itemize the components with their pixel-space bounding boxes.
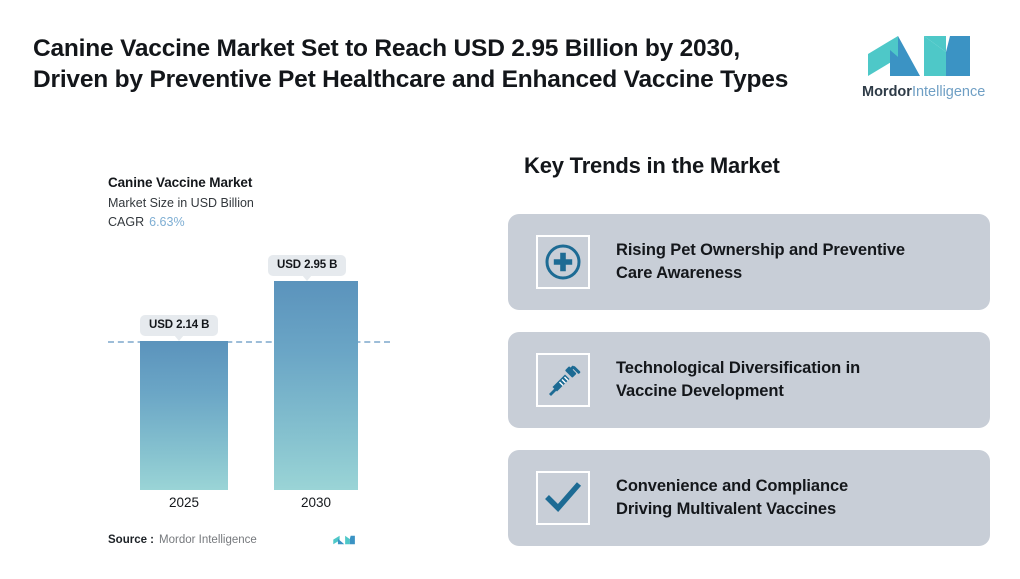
bar-2030 [274,281,358,490]
trend-card-3[interactable]: Convenience and Compliance Driving Multi… [508,450,990,546]
trend-card-1[interactable]: Rising Pet Ownership and Preventive Care… [508,214,990,310]
checkmark-icon [545,482,582,513]
chart-gridline [108,341,390,343]
trend-icon-box-3 [536,471,590,525]
trend-text-3-line-1: Convenience and Compliance [616,477,849,495]
trend-list: Rising Pet Ownership and Preventive Care… [508,214,990,546]
source-value: Mordor Intelligence [159,534,257,546]
page-title: Canine Vaccine Market Set to Reach USD 2… [33,33,833,95]
bar-value-label-2030: USD 2.95 B [268,255,347,281]
page-title-line-2: Driven by Preventive Pet Healthcare and … [33,66,789,93]
x-axis-tick-2025: 2025 [168,495,200,510]
trend-text-3: Convenience and Compliance Driving Multi… [616,475,848,521]
trend-icon-box-1 [536,235,590,289]
trend-text-1-line-2: Care Awareness [616,264,743,282]
trend-text-2-line-1: Technological Diversification in [616,359,861,377]
chart-cagr: CAGR 6.63% [108,215,408,229]
source-row: Source : Mordor Intelligence [108,532,368,550]
trend-text-2-line-2: Vaccine Development [616,382,784,400]
mordor-intelligence-logo-icon [333,535,355,545]
source-label: Source : [108,534,155,546]
page-title-line-1: Canine Vaccine Market Set to Reach USD 2… [33,35,740,62]
medical-cross-circle-icon [545,244,581,280]
brand-word-light: Intelligence [911,84,986,100]
trends-heading: Key Trends in the Market [524,153,780,178]
bar-value-label-2025: USD 2.14 B [140,315,219,341]
trend-icon-box-2 [536,353,590,407]
brand-word-bold: Mordor [862,84,912,100]
brand-logo: MordorIntelligence [862,30,985,106]
x-axis-tick-2030: 2030 [300,495,332,510]
cagr-label: CAGR [108,215,145,229]
bar-2025 [140,341,228,490]
trend-text-2: Technological Diversification in Vaccine… [616,357,860,403]
trend-text-1: Rising Pet Ownership and Preventive Care… [616,239,905,285]
trend-text-1-line-1: Rising Pet Ownership and Preventive [616,241,905,259]
chart-subtitle: Market Size in USD Billion [108,196,254,210]
cagr-value: 6.63% [149,215,185,229]
trend-text-3-line-2: Driving Multivalent Vaccines [616,500,837,518]
mordor-intelligence-logo-icon [868,36,970,76]
syringe-icon [549,365,581,396]
chart-plot-area: USD 2.14 B USD 2.95 B 2025 2030 [108,255,408,510]
trend-card-2[interactable]: Technological Diversification in Vaccine… [508,332,990,428]
chart-title: Canine Vaccine Market [108,175,253,190]
brand-wordmark: MordorIntelligence [862,84,985,101]
chart-panel: Canine Vaccine Market Market Size in USD… [108,175,408,550]
